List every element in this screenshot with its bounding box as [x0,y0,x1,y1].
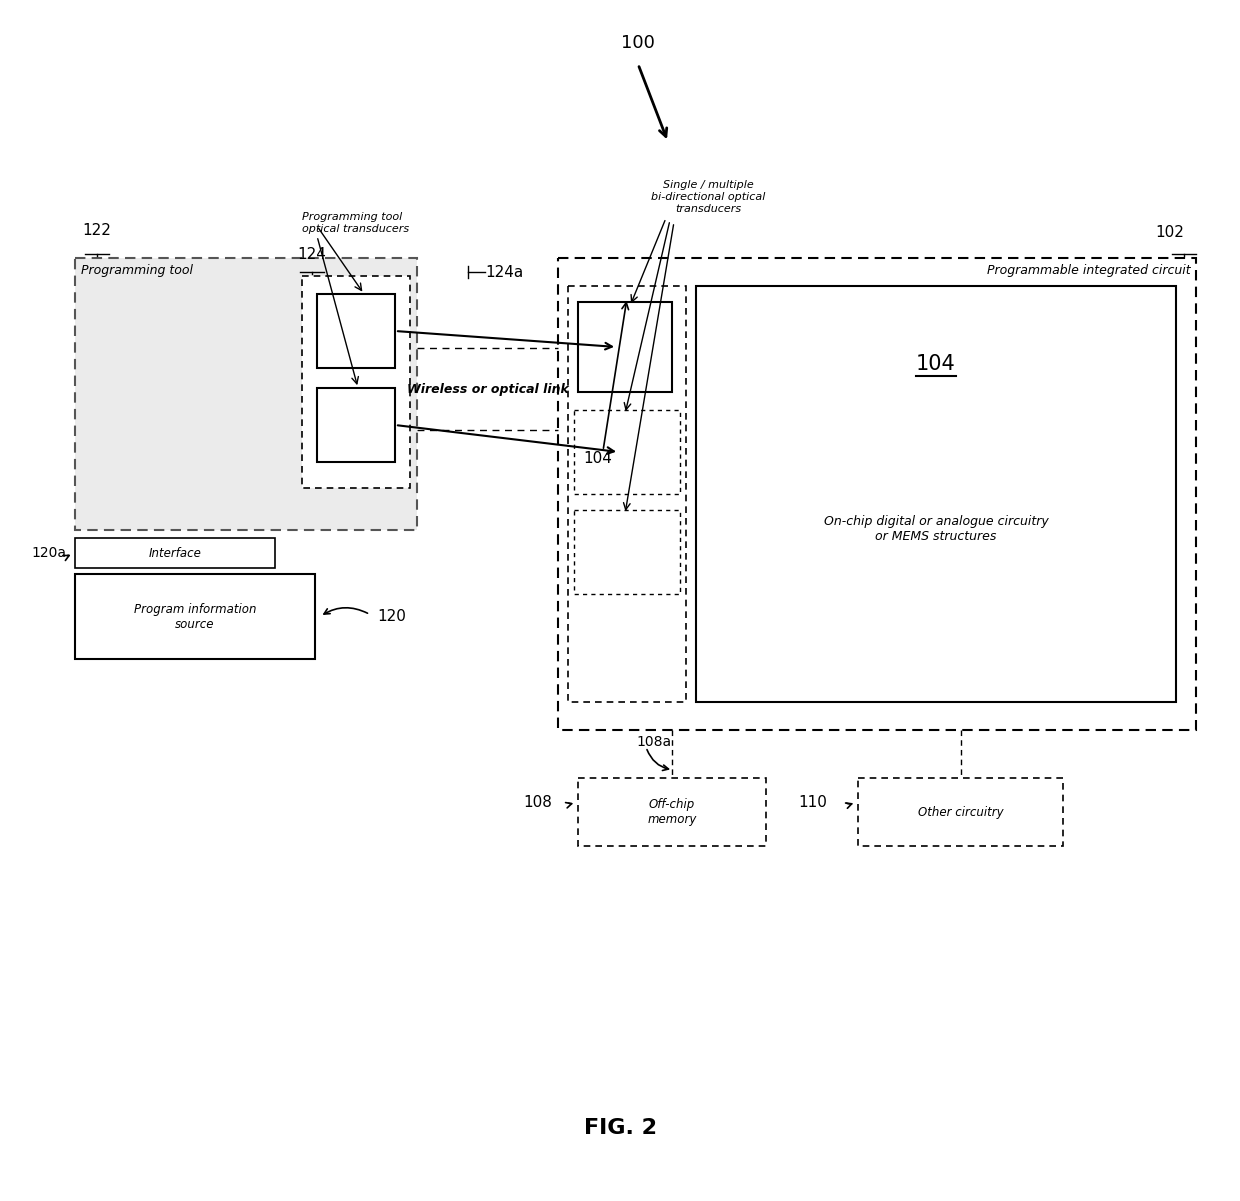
Text: 124a: 124a [485,264,523,280]
Text: transducers: transducers [675,204,742,214]
Text: On-chip digital or analogue circuitry
or MEMS structures: On-chip digital or analogue circuitry or… [823,515,1048,543]
Bar [574,410,680,494]
Text: optical transducers: optical transducers [303,225,409,234]
Text: Programming tool: Programming tool [303,213,402,222]
Text: 120a: 120a [31,546,66,560]
Bar [317,294,396,368]
Bar [578,778,766,846]
Text: 108: 108 [523,795,552,809]
Text: Interface: Interface [149,546,201,560]
Text: Wireless or optical link: Wireless or optical link [407,382,568,395]
Text: 120: 120 [377,609,405,625]
Text: Other circuitry: Other circuitry [918,806,1003,819]
Text: 104: 104 [584,450,613,466]
Text: Single / multiple: Single / multiple [662,180,754,190]
Text: 110: 110 [799,795,827,809]
Text: 104: 104 [916,354,956,374]
Bar [317,388,396,462]
Bar [558,258,1197,730]
Text: 102: 102 [1156,225,1184,239]
Bar [858,778,1063,846]
Text: FIG. 2: FIG. 2 [584,1118,656,1139]
Bar [74,538,275,568]
Text: 108a: 108a [636,735,671,749]
Bar [696,286,1176,703]
Text: 122: 122 [83,222,112,238]
Bar [568,286,686,703]
Bar [74,258,417,530]
Bar [74,574,315,659]
Bar [578,301,672,392]
Text: bi-directional optical: bi-directional optical [651,192,765,202]
Bar [303,276,410,488]
Text: Off-chip
memory: Off-chip memory [647,797,697,826]
Text: 100: 100 [621,34,655,52]
Text: Programmable integrated circuit: Programmable integrated circuit [987,264,1190,277]
Text: Programming tool: Programming tool [81,264,193,277]
Text: 124: 124 [298,246,326,262]
Text: Program information
source: Program information source [134,603,257,631]
Bar [574,510,680,594]
